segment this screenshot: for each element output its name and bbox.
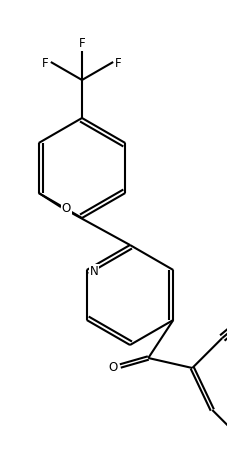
Text: O: O bbox=[62, 202, 71, 215]
Text: O: O bbox=[108, 361, 117, 374]
Text: N: N bbox=[89, 265, 98, 278]
Text: F: F bbox=[78, 37, 85, 50]
Text: F: F bbox=[42, 57, 49, 70]
Text: F: F bbox=[115, 57, 121, 70]
